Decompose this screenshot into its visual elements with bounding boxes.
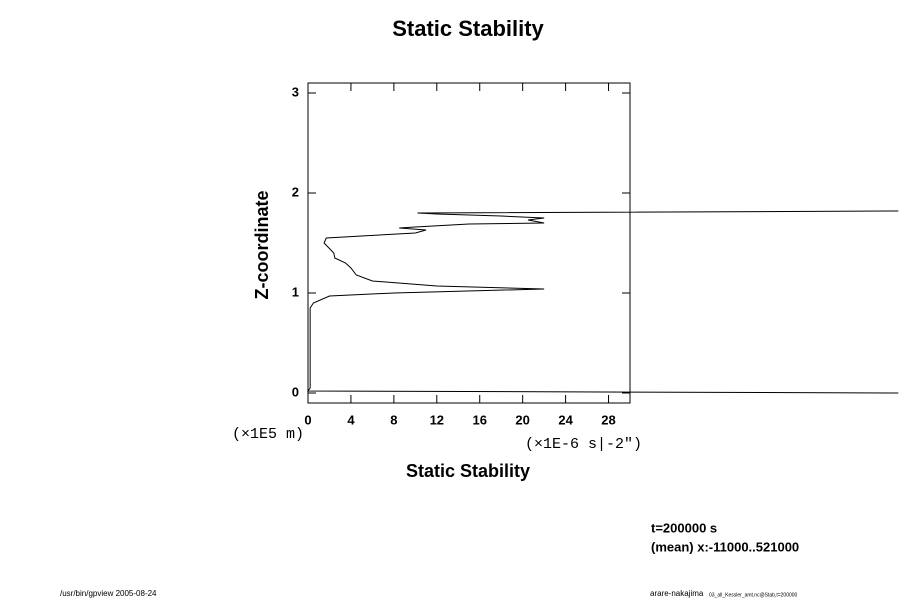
x-tick-label: 8 — [390, 412, 397, 427]
annotation: (mean) x:-11000..521000 — [651, 539, 799, 554]
y-tick-label: 0 — [292, 384, 299, 399]
footer: arare-nakajima — [650, 589, 704, 598]
footer: 03_all_Kessler_amt.nc@Stab,t=200000 — [709, 592, 798, 598]
y-tick-label: 3 — [292, 84, 299, 99]
x-tick-label: 4 — [347, 412, 355, 427]
plot-frame — [307, 82, 631, 404]
x-tick-label: 28 — [601, 412, 615, 427]
annotation: t=200000 s — [651, 520, 717, 535]
x-tick-label: 12 — [430, 412, 444, 427]
data-line — [307, 210, 899, 394]
y-unit: (×1E5 m) — [232, 426, 304, 443]
x-unit: (×1E-6 s|-2") — [525, 436, 642, 453]
x-axis-label: Static Stability — [406, 461, 530, 481]
x-tick-label: 20 — [515, 412, 529, 427]
x-tick-label: 16 — [472, 412, 486, 427]
footer: /usr/bin/gpview 2005-08-24 — [60, 589, 157, 598]
y-tick-label: 2 — [292, 184, 299, 199]
y-axis-label: Z-coordinate — [252, 190, 272, 299]
x-tick-label: 0 — [304, 412, 311, 427]
x-tick-label: 24 — [558, 412, 573, 427]
y-tick-label: 1 — [292, 284, 299, 299]
chart-title: Static Stability — [392, 16, 544, 41]
